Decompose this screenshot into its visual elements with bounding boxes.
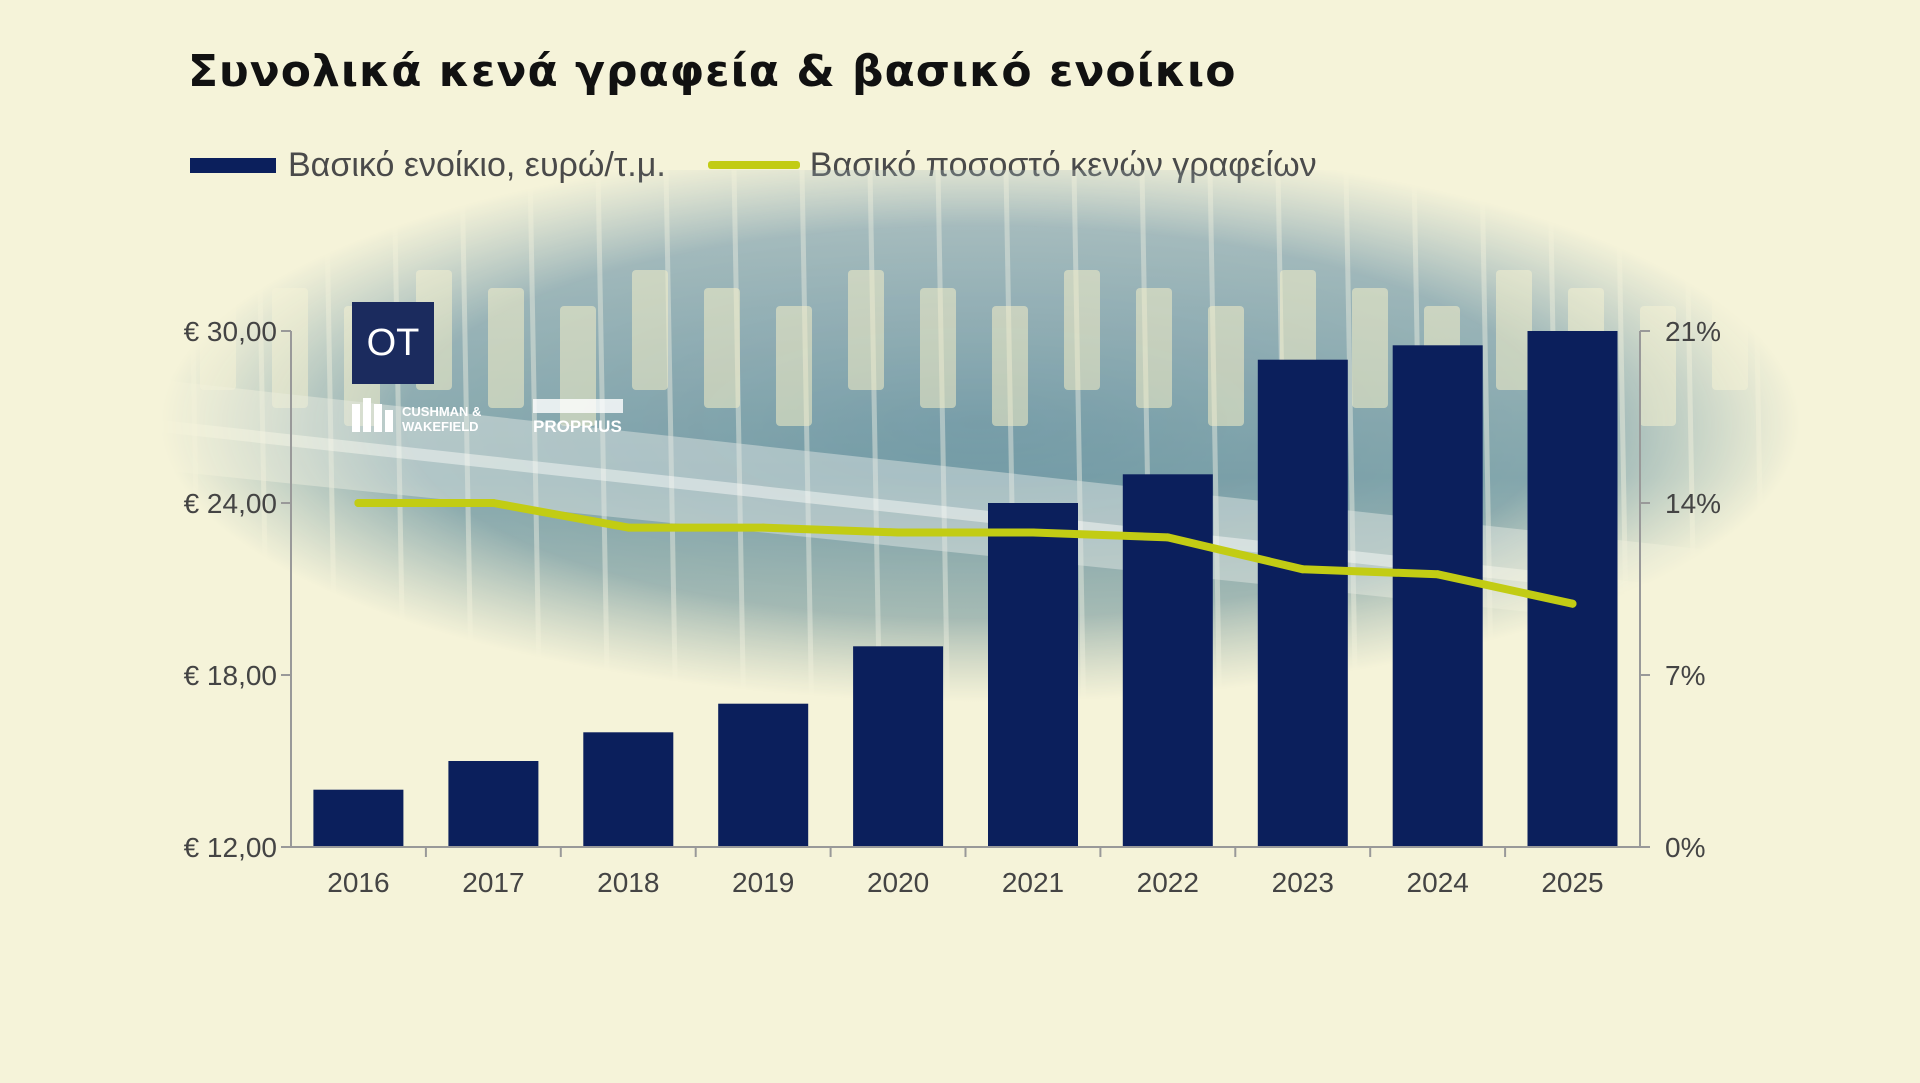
x-tick-label: 2025	[1541, 867, 1603, 898]
bar-2022	[1122, 474, 1213, 847]
legend-swatch-line	[707, 161, 800, 169]
line-point-2017	[489, 499, 498, 507]
line-point-2018	[624, 523, 633, 532]
left-tick-label: € 12,00	[184, 832, 277, 863]
x-tick-label: 2019	[732, 867, 794, 898]
background-building-photo	[160, 169, 1800, 731]
line-point-2024	[1433, 570, 1442, 579]
line-point-2019	[759, 523, 768, 532]
vacancy-line	[354, 499, 1577, 608]
chart-title: Συνολικά κενά γραφεία & βασικό ενοίκιο	[188, 46, 1237, 97]
bar-2023	[1257, 359, 1348, 847]
x-tick-label: 2020	[867, 867, 929, 898]
x-tick-label: 2024	[1407, 867, 1469, 898]
right-tick-label: 21%	[1665, 316, 1721, 347]
bar-series	[313, 331, 1618, 847]
line-point-2022	[1163, 533, 1172, 542]
x-tick-label: 2022	[1137, 867, 1199, 898]
right-tick-label: 0%	[1665, 832, 1705, 863]
ticks: € 12,00 € 18,00 € 24,00 € 30,00 0% 7% 14% 21% 20…	[184, 316, 1721, 898]
cushman-wakefield-logo: CUSHMAN & WAKEFIELD	[352, 398, 481, 434]
bar-2018	[583, 732, 674, 847]
x-tick-label: 2023	[1272, 867, 1334, 898]
line-point-2016	[354, 499, 363, 507]
bar-2017	[448, 761, 539, 847]
line-point-2025	[1568, 599, 1577, 608]
x-tick-label: 2017	[462, 867, 524, 898]
cushman-logo-line1: CUSHMAN &	[402, 404, 481, 419]
bar-2025	[1527, 331, 1618, 847]
line-series	[354, 499, 1577, 608]
line-point-2020	[894, 528, 903, 537]
bar-2021	[988, 503, 1078, 847]
ot-logo-text: OT	[367, 322, 420, 364]
proprius-logo-text: PROPRIUS	[533, 417, 622, 436]
line-point-2021	[1029, 528, 1037, 537]
bar-2024	[1392, 345, 1483, 847]
x-tick-label: 2018	[597, 867, 659, 898]
right-tick-label: 7%	[1665, 660, 1705, 691]
x-tick-label: 2021	[1002, 867, 1064, 898]
bar-2016	[313, 789, 404, 847]
ot-logo: OT	[352, 302, 434, 384]
line-point-2023	[1298, 565, 1307, 574]
bar-2020	[853, 646, 944, 847]
cushman-logo-line2: WAKEFIELD	[402, 419, 479, 434]
x-tick-label: 2016	[327, 867, 389, 898]
bar-2019	[718, 703, 809, 847]
left-tick-label: € 30,00	[184, 316, 277, 347]
legend-swatch-bar	[190, 157, 276, 173]
proprius-logo: PROPRIUS	[533, 399, 623, 436]
left-tick-label: € 24,00	[184, 488, 277, 519]
left-tick-label: € 18,00	[184, 660, 277, 691]
right-tick-label: 14%	[1665, 488, 1721, 519]
